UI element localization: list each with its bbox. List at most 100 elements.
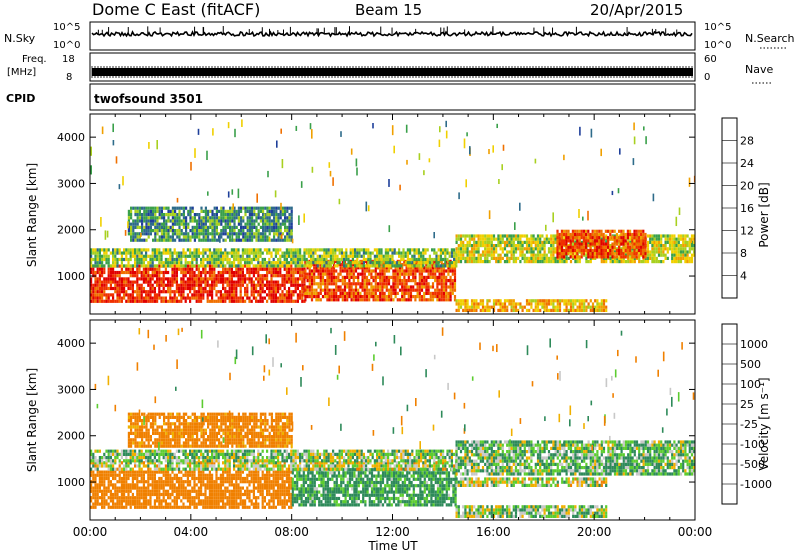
nsky-label: N.Sky — [4, 32, 36, 45]
echo-cell-r4 — [560, 245, 563, 249]
echo-cell-r0 — [186, 277, 189, 281]
echo-cell-r3 — [521, 250, 524, 254]
echo-cell-r4 — [563, 239, 566, 243]
echo-cell-r2 — [244, 261, 247, 265]
echo-cell-r1 — [445, 288, 448, 292]
echo-cell-r3 — [552, 244, 555, 248]
sparse-echo — [200, 222, 203, 230]
echo-cell-r1 — [412, 288, 415, 292]
echo-cell-r0 — [164, 299, 167, 303]
echo-cell-r3 — [503, 240, 507, 244]
echo-cell-r3 — [525, 240, 529, 244]
echo-cell-r5 — [503, 305, 507, 309]
echo-cell-r1 — [429, 298, 432, 302]
echo-cell-r2 — [413, 254, 416, 258]
echo-cell-r0 — [94, 270, 97, 275]
sparse-echo — [445, 130, 448, 139]
echo-cell-r1 — [319, 275, 322, 279]
echo-cell-r4 — [642, 242, 645, 246]
echo-cell-r0 — [164, 270, 167, 275]
echo-cell-r6 — [204, 222, 207, 226]
echo-cell-r6 — [215, 232, 218, 236]
echo-cell-r2 — [197, 254, 200, 258]
echo-cell-r3 — [554, 247, 557, 251]
echo-cell-r6 — [169, 229, 172, 233]
echo-cell-r2 — [134, 254, 137, 258]
echo-cell-r2 — [270, 251, 273, 255]
echo-cell-r6 — [288, 222, 291, 226]
echo-cell-r0 — [239, 283, 242, 287]
echo-cell-r2 — [98, 248, 101, 252]
echo-cell-r6 — [259, 216, 262, 220]
echo-cell-r4 — [600, 245, 603, 249]
echo-cell-r0 — [107, 277, 110, 281]
echo-cell-r6 — [235, 232, 238, 236]
echo-cell-r2 — [224, 248, 227, 252]
echo-cell-r0 — [140, 274, 143, 278]
echo-cell-r2 — [105, 257, 108, 262]
echo-cell-r0 — [138, 267, 141, 271]
echo-cell-r4 — [607, 255, 610, 259]
echo-cell-r0 — [189, 299, 192, 303]
echo-cell-r1 — [328, 295, 331, 299]
echo-cell-r5 — [605, 308, 608, 312]
echo-cell-r0 — [182, 270, 185, 275]
echo-cell-r1 — [346, 291, 349, 295]
echo-cell-r6 — [266, 222, 269, 226]
sparse-echo — [206, 150, 208, 161]
echo-cell-r0 — [136, 283, 139, 287]
echo-cell-r4 — [585, 229, 588, 233]
echo-cell-r2 — [241, 251, 244, 255]
echo-cell-r0 — [228, 299, 231, 303]
echo-cell-r2 — [103, 248, 106, 252]
echo-cell-r2 — [140, 251, 143, 255]
echo-cell-r2 — [222, 261, 225, 265]
echo-cell-r0 — [138, 299, 141, 303]
echo-cell-r0 — [217, 274, 220, 278]
echo-cell-r2 — [316, 261, 319, 265]
echo-cell-r2 — [362, 261, 365, 265]
echo-cell-r1 — [339, 272, 342, 276]
echo-cell-r1 — [434, 266, 437, 270]
echo-cell-r3 — [530, 256, 533, 260]
echo-cell-r2 — [239, 261, 242, 265]
echo-cell-r2 — [219, 257, 222, 262]
echo-cell-r0 — [116, 293, 119, 297]
echo-cell-r0 — [213, 283, 216, 287]
echo-cell-r2 — [376, 254, 379, 258]
echo-cell-r1 — [328, 275, 331, 279]
sparse-echo — [388, 225, 391, 233]
echo-cell-r4 — [574, 236, 577, 240]
echo-cell-r0 — [167, 280, 170, 284]
echo-cell-r1 — [330, 282, 333, 286]
echo-cell-r1 — [328, 279, 331, 283]
echo-cell-r2 — [435, 264, 438, 268]
echo-cell-r0 — [272, 283, 275, 287]
echo-cell-r4 — [629, 229, 632, 233]
echo-cell-r0 — [125, 283, 128, 287]
echo-cell-r2 — [142, 248, 145, 252]
echo-cell-r2 — [127, 248, 130, 252]
echo-cell-r4 — [598, 229, 601, 233]
echo-cell-r4 — [613, 239, 616, 243]
echo-cell-r1 — [403, 288, 406, 292]
echo-cell-r4 — [565, 232, 568, 237]
echo-cell-r6 — [281, 209, 284, 213]
echo-cell-r4 — [604, 245, 607, 249]
echo-cell-r2 — [444, 264, 447, 268]
echo-cell-r6 — [207, 225, 210, 229]
echo-cell-r0 — [186, 264, 189, 268]
echo-cell-r2 — [101, 257, 104, 262]
echo-cell-r2 — [395, 261, 398, 265]
echo-cell-r0 — [193, 296, 196, 300]
echo-cell-r6 — [149, 225, 152, 229]
echo-cell-r3 — [473, 260, 476, 264]
echo-cell-r2 — [123, 248, 126, 252]
echo-cell-r2 — [134, 248, 137, 252]
echo-cell-r5 — [462, 308, 465, 312]
echo-cell-r2 — [387, 264, 390, 268]
echo-cell-r2 — [292, 257, 295, 262]
echo-cell-r2 — [312, 248, 315, 252]
echo-cell-r2 — [380, 254, 383, 258]
echo-cell-r0 — [90, 270, 93, 275]
